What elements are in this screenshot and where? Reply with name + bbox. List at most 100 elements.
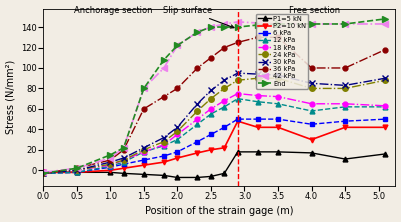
18 kPa xyxy=(235,92,240,95)
End xyxy=(195,31,200,34)
42 kPa xyxy=(255,22,260,24)
Line: 30 kPa: 30 kPa xyxy=(41,70,388,176)
P2=10 kN xyxy=(108,169,113,172)
24 kPa xyxy=(209,97,213,100)
24 kPa xyxy=(162,140,166,143)
36 kPa xyxy=(235,41,240,44)
36 kPa xyxy=(41,172,46,175)
42 kPa xyxy=(235,21,240,23)
End xyxy=(222,26,227,28)
Line: 24 kPa: 24 kPa xyxy=(41,75,388,176)
30 kPa xyxy=(108,161,113,163)
42 kPa xyxy=(74,167,79,170)
Y-axis label: Stress (N/mm²): Stress (N/mm²) xyxy=(6,60,16,134)
Line: 36 kPa: 36 kPa xyxy=(41,35,388,176)
End xyxy=(74,167,79,170)
End xyxy=(162,58,166,61)
42 kPa xyxy=(195,31,200,34)
P1=5 kN xyxy=(222,172,227,175)
18 kPa xyxy=(383,105,388,107)
End xyxy=(383,18,388,20)
Line: 6 kPa: 6 kPa xyxy=(41,117,388,176)
30 kPa xyxy=(162,136,166,139)
P2=10 kN xyxy=(309,138,314,141)
Line: End: End xyxy=(41,16,388,176)
18 kPa xyxy=(343,102,348,105)
30 kPa xyxy=(343,84,348,87)
24 kPa xyxy=(343,87,348,90)
Line: P1=5 kN: P1=5 kN xyxy=(41,149,388,180)
6 kPa xyxy=(74,171,79,174)
P2=10 kN xyxy=(209,149,213,151)
End xyxy=(275,23,280,25)
12 kPa xyxy=(343,105,348,108)
P2=10 kN xyxy=(162,161,166,163)
12 kPa xyxy=(255,100,260,103)
36 kPa xyxy=(383,48,388,51)
36 kPa xyxy=(343,67,348,69)
X-axis label: Position of the strain gage (m): Position of the strain gage (m) xyxy=(145,206,294,216)
12 kPa xyxy=(74,171,79,174)
18 kPa xyxy=(175,133,180,136)
P1=5 kN xyxy=(209,175,213,178)
P1=5 kN xyxy=(108,171,113,174)
30 kPa xyxy=(255,73,260,75)
End xyxy=(209,26,213,28)
P2=10 kN xyxy=(235,120,240,123)
12 kPa xyxy=(108,165,113,168)
P1=5 kN xyxy=(255,151,260,153)
P2=10 kN xyxy=(121,167,126,170)
12 kPa xyxy=(162,144,166,147)
36 kPa xyxy=(162,95,166,98)
P1=5 kN xyxy=(383,153,388,155)
36 kPa xyxy=(74,167,79,170)
12 kPa xyxy=(309,110,314,112)
P1=5 kN xyxy=(235,151,240,153)
12 kPa xyxy=(383,105,388,108)
30 kPa xyxy=(142,147,146,149)
6 kPa xyxy=(383,118,388,121)
P2=10 kN xyxy=(74,171,79,174)
P2=10 kN xyxy=(255,126,260,129)
Line: P2=10 kN: P2=10 kN xyxy=(41,119,388,175)
36 kPa xyxy=(275,36,280,39)
P1=5 kN xyxy=(175,176,180,179)
42 kPa xyxy=(222,23,227,25)
P1=5 kN xyxy=(74,171,79,174)
18 kPa xyxy=(162,143,166,146)
P2=10 kN xyxy=(175,157,180,159)
Legend: P1=5 kN, P2=10 kN, 6 kPa, 12 kPa, 18 kPa, 24 kPa, 30 kPa, 36 kPa, 42 kPa, End: P1=5 kN, P2=10 kN, 6 kPa, 12 kPa, 18 kPa… xyxy=(256,14,308,89)
30 kPa xyxy=(222,79,227,81)
18 kPa xyxy=(108,164,113,166)
36 kPa xyxy=(209,56,213,59)
Line: 42 kPa: 42 kPa xyxy=(41,19,388,175)
24 kPa xyxy=(121,159,126,161)
18 kPa xyxy=(142,151,146,153)
42 kPa xyxy=(275,23,280,25)
18 kPa xyxy=(222,99,227,102)
End xyxy=(108,154,113,156)
30 kPa xyxy=(195,102,200,105)
End xyxy=(343,23,348,25)
24 kPa xyxy=(275,77,280,79)
12 kPa xyxy=(142,151,146,153)
12 kPa xyxy=(175,138,180,141)
P1=5 kN xyxy=(162,174,166,177)
24 kPa xyxy=(383,79,388,81)
30 kPa xyxy=(309,82,314,85)
End xyxy=(309,23,314,25)
6 kPa xyxy=(209,133,213,136)
12 kPa xyxy=(209,113,213,115)
36 kPa xyxy=(175,87,180,90)
P1=5 kN xyxy=(195,176,200,179)
24 kPa xyxy=(235,79,240,81)
12 kPa xyxy=(275,102,280,105)
30 kPa xyxy=(383,77,388,79)
Text: Anchorage section: Anchorage section xyxy=(74,6,153,15)
24 kPa xyxy=(74,169,79,172)
18 kPa xyxy=(41,171,46,174)
Text: Slip surface: Slip surface xyxy=(163,6,234,28)
36 kPa xyxy=(222,46,227,49)
42 kPa xyxy=(175,44,180,47)
30 kPa xyxy=(235,72,240,74)
